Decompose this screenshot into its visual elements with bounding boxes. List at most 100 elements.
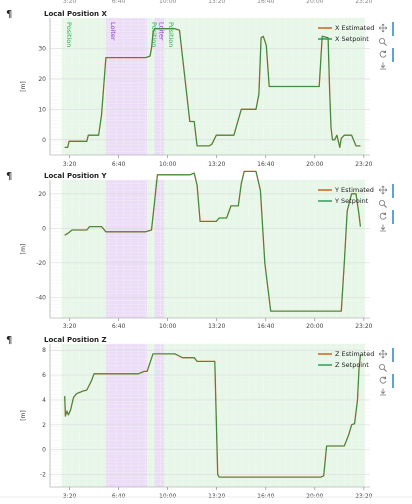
- chart-local-position-y: ¶ Local Position Y -40 -20 0 20 [m] 3:20 6:40 10:…: [6, 170, 394, 330]
- y-tick-label: 4: [42, 397, 46, 404]
- mode-label-position: Position: [167, 22, 175, 47]
- top-tick-label: 16:40: [257, 0, 274, 5]
- x-tick-label: 3:20: [63, 161, 77, 168]
- chart-local-position-z: ¶Local Position Z-202468[m]3:206:4010:00…: [6, 335, 394, 500]
- save-icon[interactable]: [380, 62, 386, 70]
- y-tick-label: -20: [36, 260, 46, 267]
- top-tick-label: 20:00: [306, 0, 323, 5]
- toolbar-accent-bar: [392, 22, 394, 36]
- save-icon[interactable]: [380, 388, 386, 396]
- top-tick-label: 3:20: [63, 0, 77, 5]
- x-tick-label: 10:00: [159, 161, 176, 168]
- series-line-setpoint: [64, 28, 361, 148]
- reset-icon-arrow: [383, 212, 386, 216]
- reset-icon-arrow: [383, 376, 386, 380]
- x-tick-label: 13:20: [208, 161, 225, 168]
- x-tick-label: 16:40: [257, 323, 274, 330]
- toolbar-accent-bar: [392, 210, 394, 224]
- y-tick-label: 6: [42, 372, 46, 379]
- chart-title: Local Position Y: [44, 172, 107, 180]
- mode-label-position: Position: [150, 22, 158, 47]
- y-tick-label: -2: [40, 472, 46, 479]
- move-icon[interactable]: [378, 23, 388, 33]
- x-tick-label: 13:20: [208, 323, 225, 330]
- reset-icon-arc: [379, 212, 387, 220]
- reset-icon-arc: [379, 50, 387, 58]
- y-tick-label: 0: [42, 137, 46, 144]
- y-axis-label: [m]: [20, 410, 27, 421]
- y-tick-label: 20: [38, 76, 46, 83]
- x-tick-label: 20:00: [306, 323, 323, 330]
- x-tick-label: 10:00: [159, 323, 176, 330]
- y-tick-label: 8: [42, 347, 46, 354]
- x-tick-label: 16:40: [257, 161, 274, 168]
- series-line-setpoint: [64, 171, 361, 312]
- bottom-axis-strip: [0, 496, 412, 498]
- move-icon[interactable]: [378, 185, 388, 195]
- pilcrow-marker: ¶: [6, 335, 12, 346]
- reset-icon[interactable]: [379, 50, 387, 58]
- zoom-icon-handle: [383, 204, 387, 208]
- save-icon-glyph: [380, 388, 386, 396]
- mode-label-loiter: Loiter: [157, 22, 165, 41]
- panel-local-position-x: ¶ Local Position X 0 10 20 30 [m] 3:20 6:40 10:00…: [0, 4, 412, 169]
- save-icon[interactable]: [380, 224, 386, 232]
- zoom-icon[interactable]: [379, 364, 387, 372]
- move-icon-glyph: [378, 349, 388, 359]
- top-tick-label: 23:20: [355, 0, 372, 5]
- y-tick-label: 0: [42, 225, 46, 232]
- x-tick-label: 6:40: [112, 323, 126, 330]
- pilcrow-marker: ¶: [6, 9, 12, 20]
- save-icon-glyph: [380, 224, 386, 232]
- y-tick-label: 2: [42, 422, 46, 429]
- y-tick-label: 0: [42, 447, 46, 454]
- y-tick-label: 30: [38, 45, 46, 52]
- legend-entry: Z Estimated: [335, 350, 374, 358]
- x-tick-label: 3:20: [63, 323, 77, 330]
- reset-icon[interactable]: [379, 212, 387, 220]
- x-tick-label: 23:20: [355, 161, 372, 168]
- series-line-setpoint: [64, 353, 361, 478]
- legend-entry: Z Setpoint: [335, 361, 369, 369]
- zoom-icon-handle: [383, 368, 387, 372]
- move-icon-glyph: [378, 185, 388, 195]
- move-icon[interactable]: [378, 349, 388, 359]
- mode-label-position: Position: [65, 22, 73, 47]
- toolbar-accent-bar: [392, 184, 394, 198]
- reset-icon-arrow: [383, 50, 386, 54]
- save-icon-glyph: [380, 62, 386, 70]
- chart-local-position-x: ¶ Local Position X 0 10 20 30 [m] 3:20 6:40 10:00…: [6, 9, 394, 168]
- y-axis-label: [m]: [20, 81, 27, 92]
- panel-local-position-y: ¶ Local Position Y -40 -20 0 20 [m] 3:20 6:40 10:…: [0, 168, 412, 334]
- top-tick-label: 10:00: [159, 0, 176, 5]
- y-tick-label: -40: [36, 294, 46, 301]
- zoom-icon[interactable]: [379, 38, 387, 46]
- toolbar-accent-bar: [392, 348, 394, 362]
- chart-title: Local Position X: [44, 10, 107, 18]
- top-tick-label: 13:20: [208, 0, 225, 5]
- legend-entry: Y Estimated: [334, 186, 374, 194]
- legend-entry: Y Setpoint: [334, 197, 369, 205]
- toolbar-accent-bar: [392, 374, 394, 388]
- pilcrow-marker: ¶: [6, 171, 12, 182]
- top-tick-label: 6:40: [112, 0, 126, 5]
- mode-label-loiter: Loiter: [109, 22, 117, 41]
- x-tick-label: 23:20: [355, 323, 372, 330]
- reset-icon[interactable]: [379, 376, 387, 384]
- legend-entry: X Setpoint: [335, 35, 369, 43]
- move-icon-glyph: [378, 23, 388, 33]
- chart-title: Local Position Z: [44, 336, 107, 344]
- zoom-icon-lens: [379, 364, 385, 370]
- x-tick-label: 20:00: [306, 161, 323, 168]
- y-tick-label: 10: [38, 106, 46, 113]
- reset-icon-arc: [379, 376, 387, 384]
- x-tick-label: 6:40: [112, 161, 126, 168]
- zoom-icon-lens: [379, 200, 385, 206]
- zoom-icon-lens: [379, 38, 385, 44]
- zoom-icon[interactable]: [379, 200, 387, 208]
- panel-local-position-z: ¶Local Position Z-202468[m]3:206:4010:00…: [0, 332, 412, 500]
- zoom-icon-handle: [383, 42, 387, 46]
- y-tick-label: 20: [38, 191, 46, 198]
- top-axis-strip: 3:20 6:40 10:00 13:20 16:40 20:00 23:20: [63, 0, 373, 5]
